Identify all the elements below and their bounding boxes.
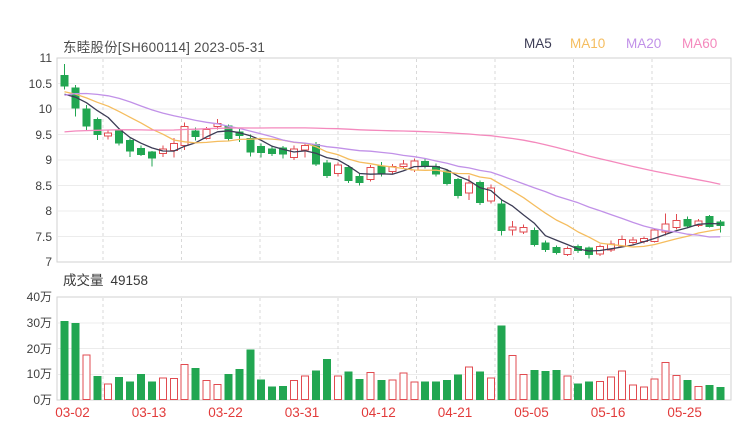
- date-tick: 03-02: [55, 405, 90, 420]
- volume-tick: 40万: [26, 290, 52, 304]
- price-tick: 9.5: [35, 127, 52, 142]
- date-tick: 05-25: [667, 405, 702, 420]
- date-tick: 03-31: [284, 405, 320, 420]
- date-tick: 03-22: [208, 405, 243, 420]
- volume-tick: 0万: [33, 393, 52, 407]
- legend-ma5[interactable]: MA5: [524, 36, 552, 51]
- date-tick: 05-05: [514, 405, 549, 420]
- price-tick: 10.5: [28, 76, 52, 91]
- volume-header: 成交量 49158: [63, 269, 148, 289]
- volume-value: 49158: [110, 273, 149, 288]
- date-tick: 05-16: [590, 405, 626, 420]
- price-tick: 11: [39, 51, 52, 65]
- price-tick: 8.5: [35, 178, 52, 193]
- price-tick: 8: [45, 204, 52, 218]
- chart-title: 东睦股份[SH600114] 2023-05-31: [63, 40, 266, 55]
- price-tick: 7.5: [35, 229, 52, 244]
- volume-tick: 10万: [26, 367, 52, 382]
- date-tick: 04-12: [361, 405, 396, 420]
- legend-ma60[interactable]: MA60: [682, 36, 718, 51]
- price-tick: 9: [45, 153, 52, 167]
- legend-ma20[interactable]: MA20: [626, 36, 662, 51]
- date-tick: 03-13: [131, 405, 167, 420]
- legend-ma10[interactable]: MA10: [570, 36, 606, 51]
- volume-label: 成交量: [63, 273, 104, 288]
- price-tick: 10: [38, 102, 52, 116]
- volume-tick: 20万: [26, 341, 52, 356]
- price-tick: 7: [45, 255, 52, 269]
- volume-tick: 30万: [26, 315, 52, 330]
- date-tick: 04-21: [437, 405, 473, 420]
